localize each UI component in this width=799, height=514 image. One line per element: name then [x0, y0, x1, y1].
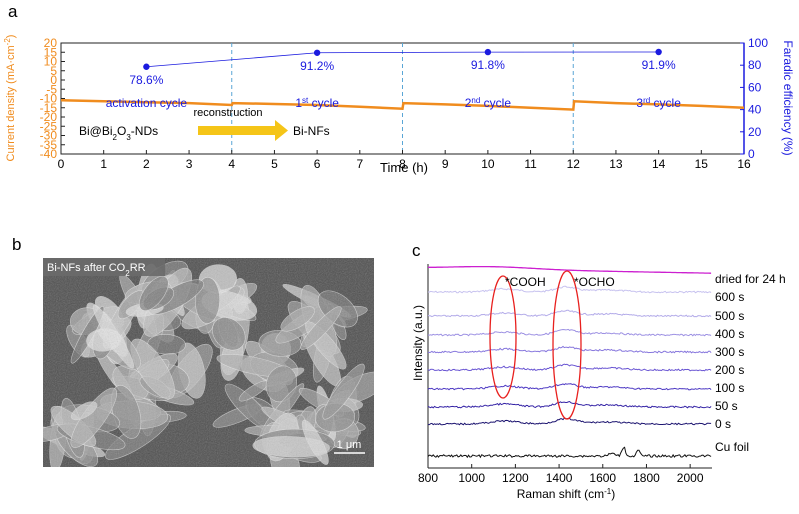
- y-left-tick-label: -40: [40, 147, 58, 161]
- raman-spectrum: [428, 346, 711, 352]
- x-tick-label: 4: [228, 157, 235, 171]
- x-tick-label: 11: [524, 157, 537, 171]
- annotation-arrow-label: reconstruction: [193, 107, 262, 119]
- spectrum-label: 100 s: [715, 381, 744, 395]
- spectrum-label: 50 s: [715, 399, 738, 413]
- fe-value-label: 91.9%: [642, 58, 676, 72]
- y-right-tick-label: 20: [748, 125, 762, 139]
- annotation-from: Bi@Bi2O3-NDs: [79, 124, 158, 142]
- y-axis-label-c: Intensity (a.u.): [411, 305, 425, 381]
- x-tick-label: 7: [356, 157, 363, 171]
- spectrum-label: 600 s: [715, 290, 744, 304]
- x-tick-label: 1400: [546, 471, 573, 485]
- y-ticks-right: 100 80 60 40 20 0: [740, 36, 768, 161]
- raman-spectra: [428, 267, 711, 458]
- fe-connector: [317, 52, 488, 53]
- x-tick-label: 3: [186, 157, 193, 171]
- panel-c-chart: 800 1000 1200 1400 1600 1800 2000 dried for 24…: [411, 264, 786, 501]
- x-tick-label: 13: [609, 157, 623, 171]
- spectrum-label: 300 s: [715, 345, 744, 359]
- raman-spectrum: [428, 384, 711, 390]
- x-ticks-c: 800 1000 1200 1400 1600 1800 2000: [418, 464, 704, 485]
- raman-spectrum: [428, 447, 711, 457]
- y-axis-label-right: Faradic efficiency (%): [781, 40, 795, 155]
- y-right-tick-label: 100: [748, 36, 768, 50]
- y-right-tick-label: 60: [748, 80, 762, 94]
- spectrum-label: 500 s: [715, 309, 744, 323]
- spectra-labels: dried for 24 h 600 s 500 s 400 s 300 s 200 s 1…: [715, 272, 786, 454]
- cycle-label: 2nd cycle: [465, 96, 512, 111]
- reconstruction-arrow: [198, 120, 288, 141]
- cooh-oval: [490, 276, 516, 398]
- x-tick-label: 5: [271, 157, 278, 171]
- y-right-tick-label: 0: [748, 147, 755, 161]
- fe-point: [655, 49, 661, 55]
- cycle-dividers: [232, 43, 574, 154]
- x-tick-label: 10: [481, 157, 495, 171]
- panel-label-b: b: [12, 235, 21, 254]
- spectrum-label: dried for 24 h: [715, 272, 786, 286]
- y-axis-label-left: Current density (mA·cm-2): [3, 35, 18, 162]
- x-tick-label: 15: [695, 157, 709, 171]
- x-tick-label: 1: [100, 157, 107, 171]
- fe-point: [314, 50, 320, 56]
- fe-point: [143, 64, 149, 70]
- x-tick-label: 6: [314, 157, 321, 171]
- spectrum-label: 0 s: [715, 417, 731, 431]
- ocho-label: *OCHO: [574, 275, 615, 289]
- spectrum-label: 400 s: [715, 327, 744, 341]
- x-tick-label: 9: [442, 157, 449, 171]
- cycle-label: activation cycle: [106, 96, 188, 110]
- x-tick-label: 800: [418, 471, 438, 485]
- spectrum-label: Cu foil: [715, 440, 749, 454]
- annotation-to: Bi-NFs: [293, 124, 330, 138]
- x-tick-label: 12: [567, 157, 581, 171]
- y-right-tick-label: 80: [748, 58, 762, 72]
- fe-value-label: 91.8%: [471, 58, 505, 72]
- fe-value-label: 91.2%: [300, 59, 334, 73]
- panel-label-a: a: [8, 2, 18, 21]
- x-tick-label: 1200: [502, 471, 529, 485]
- cooh-label: *COOH: [505, 275, 546, 289]
- x-tick-label: 1800: [633, 471, 660, 485]
- x-tick-label: 2000: [677, 471, 704, 485]
- panel-label-c: c: [412, 241, 421, 260]
- sem-texture: Bi-NFs after CO2RR 1 μm: [43, 258, 374, 467]
- x-tick-label: 0: [58, 157, 65, 171]
- sem-image: Bi-NFs after CO2RR 1 μm: [43, 258, 374, 467]
- raman-spectrum: [428, 286, 711, 293]
- y-right-tick-label: 40: [748, 103, 762, 117]
- raman-spectrum: [428, 310, 711, 317]
- x-tick-label: 2: [143, 157, 150, 171]
- raman-spectrum: [428, 418, 711, 425]
- ocho-oval: [553, 271, 581, 419]
- spectrum-label: 200 s: [715, 363, 744, 377]
- x-tick-label: 14: [652, 157, 666, 171]
- raman-spectrum: [428, 364, 711, 371]
- fe-point: [485, 49, 491, 55]
- scale-bar-label: 1 μm: [337, 439, 362, 451]
- cycle-label: 1st cycle: [295, 96, 339, 111]
- x-tick-label: 1600: [589, 471, 616, 485]
- cycle-label: 3rd cycle: [636, 96, 681, 111]
- raman-spectrum: [428, 329, 711, 335]
- x-tick-label: 1000: [458, 471, 485, 485]
- fe-value-label: 78.6%: [129, 73, 163, 87]
- x-axis-label-a: Time (h): [380, 160, 428, 175]
- x-axis-label-c: Raman shift (cm-1): [517, 487, 615, 502]
- raman-spectrum: [428, 402, 711, 408]
